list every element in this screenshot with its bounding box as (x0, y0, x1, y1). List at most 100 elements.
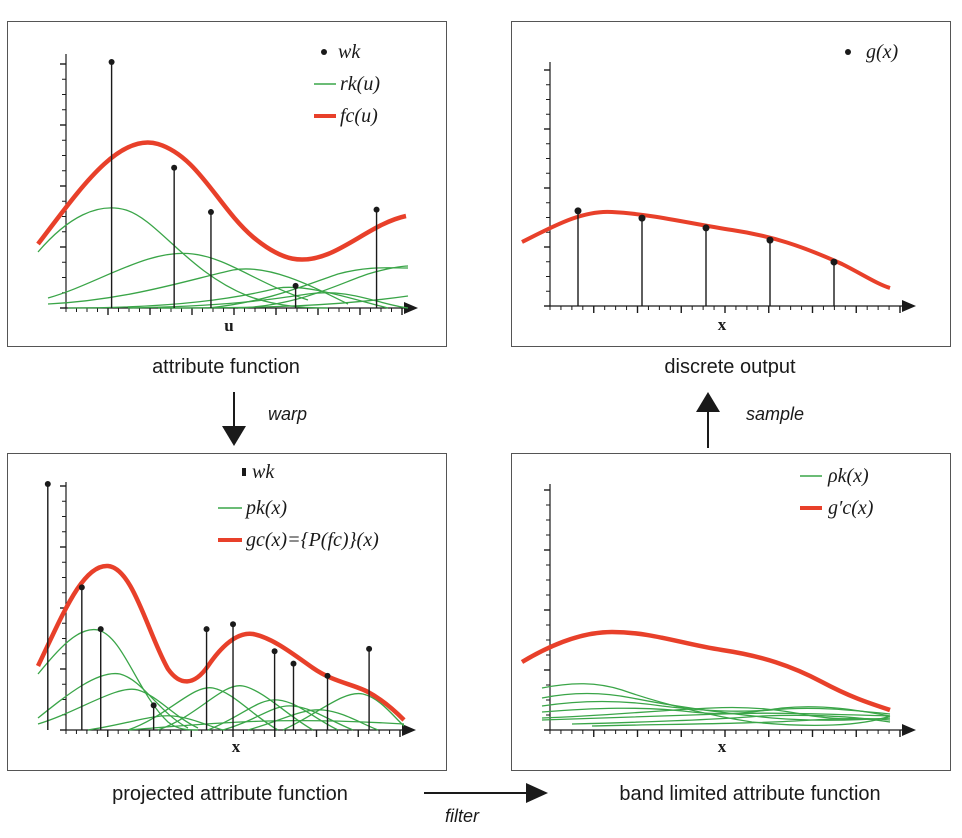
sample-dot (830, 258, 838, 266)
basis-curve (207, 699, 339, 731)
sample-dot (373, 206, 380, 213)
basis-curve (247, 709, 379, 731)
basis-curve (207, 267, 409, 309)
caption-projected-attribute-function: projected attribute function (112, 783, 348, 805)
label-filter: filter (445, 806, 480, 826)
y-ticks (544, 69, 550, 307)
caption-attribute-function: attribute function (152, 356, 300, 378)
sample-dot (78, 584, 85, 591)
axis-label-x: x (232, 737, 241, 756)
caption-discrete-output: discrete output (664, 356, 796, 378)
legend: g(x) (845, 41, 899, 63)
green-basis-curves (37, 628, 405, 731)
y-ticks (60, 63, 66, 309)
basis-curve (37, 688, 199, 729)
sample-stems (574, 207, 838, 306)
sample-stems (108, 59, 380, 308)
x-ticks (549, 306, 901, 313)
sample-dot (230, 621, 237, 628)
basis-curve (47, 252, 309, 301)
legend-marker-dot (242, 468, 246, 476)
sample-dot (292, 282, 299, 289)
sample-dot (366, 645, 373, 652)
basis-curve (541, 712, 891, 721)
legend-label-pk: pk(x) (244, 497, 287, 519)
sample-dot (97, 626, 104, 633)
warp-arrow (222, 392, 246, 446)
basis-curve (541, 683, 891, 726)
basis-curve (127, 719, 405, 731)
panel-attribute-function: wk rk(u) fc(u) u (7, 21, 447, 347)
green-basis-curves (541, 683, 891, 727)
sample-dot (207, 209, 214, 216)
sample-dot (290, 660, 297, 667)
basis-curve (37, 672, 189, 729)
sample-dot (324, 672, 331, 679)
legend-label-wk: wk (338, 41, 361, 63)
basis-curve (67, 286, 389, 309)
label-sample: sample (746, 404, 805, 424)
legend-label-gc: gc(x)={P(fc)}(x) (246, 529, 379, 551)
legend-label-g: g(x) (866, 41, 899, 63)
x-axis-arrowhead (902, 300, 916, 312)
sample-dot (150, 702, 157, 709)
gc-curve (35, 563, 406, 722)
sample-dot (44, 481, 51, 487)
panel-projected-attribute-function: wk pk(x) gc(x)={P(fc)}(x) x (7, 453, 447, 771)
filter-arrow (424, 783, 548, 803)
sample-stems (44, 481, 373, 730)
basis-curve (157, 685, 314, 731)
legend-label-gprime: g′c(x) (828, 497, 874, 519)
basis-curve (591, 717, 891, 727)
sample-arrow (696, 392, 720, 448)
legend-label-wk: wk (252, 461, 275, 483)
g-curve (521, 209, 891, 290)
legend: wk pk(x) gc(x)={P(fc)}(x) (218, 461, 379, 551)
y-ticks (544, 489, 550, 731)
sample-dot (638, 214, 646, 222)
basis-curve (282, 692, 405, 731)
sample-dot (108, 59, 115, 65)
sample-dot (171, 164, 178, 171)
basis-curve (571, 714, 891, 725)
g-prime-c-curve (520, 629, 891, 713)
label-warp: warp (268, 404, 308, 424)
legend-label-rho: ρk(x) (827, 465, 869, 487)
x-ticks (65, 308, 403, 315)
basis-curve (222, 705, 354, 731)
legend: wk rk(u) fc(u) (314, 41, 380, 127)
x-ticks (65, 730, 401, 737)
basis-curve (237, 265, 409, 309)
basis-curve (87, 715, 224, 731)
basis-curve (157, 295, 409, 309)
legend: ρk(x) g′c(x) (800, 465, 874, 519)
panel-band-limited-attribute-function: ρk(x) g′c(x) x (511, 453, 951, 771)
sample-dot (766, 236, 774, 244)
fc-curve (36, 140, 407, 262)
green-basis-curves (37, 207, 409, 309)
basis-curve (127, 687, 279, 731)
axis-label-u: u (224, 316, 233, 335)
sample-dot (702, 224, 710, 232)
legend-label-fc: fc(u) (340, 105, 378, 127)
panel-discrete-output: g(x) x (511, 21, 951, 347)
x-axis-arrowhead (404, 302, 418, 314)
legend-label-rk: rk(u) (340, 73, 380, 95)
axis-label-x: x (718, 737, 727, 756)
axis-label-x: x (718, 315, 727, 334)
basis-curve (541, 692, 891, 721)
basis-curve (37, 207, 329, 309)
sample-dot (203, 626, 210, 633)
sample-dot (271, 648, 278, 655)
x-axis-arrowhead (902, 724, 916, 736)
basis-curve (37, 628, 199, 731)
x-axis-arrowhead (402, 724, 416, 736)
legend-marker-dot (845, 49, 851, 55)
plot-projected: wk pk(x) gc(x)={P(fc)}(x) x (35, 461, 416, 756)
basis-curve (541, 700, 891, 715)
plot-band-limited: ρk(x) g′c(x) x (520, 465, 916, 756)
x-ticks (549, 730, 901, 737)
plot-discrete: g(x) x (521, 41, 916, 334)
plot-attribute: wk rk(u) fc(u) u (36, 41, 418, 335)
legend-marker-dot (321, 49, 327, 55)
